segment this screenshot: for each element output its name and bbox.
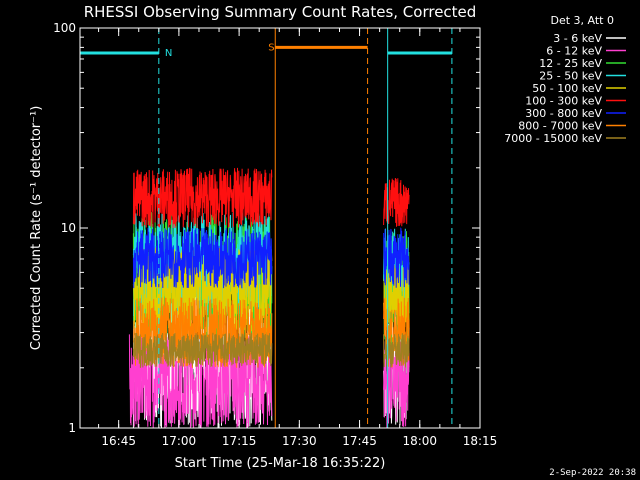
legend-item-label: 300 - 800 keV	[525, 107, 602, 120]
x-tick-label: 16:45	[101, 434, 136, 448]
series-trace-8	[132, 332, 273, 368]
chart-title: RHESSI Observing Summary Count Rates, Co…	[84, 3, 477, 21]
footer-date: 2-Sep-2022 20:38	[549, 468, 636, 478]
legend-item-label: 100 - 300 keV	[525, 95, 602, 108]
x-tick-label: 18:15	[463, 434, 498, 448]
series-trace-6	[132, 227, 273, 289]
legend-item-label: 12 - 25 keV	[539, 57, 602, 70]
x-tick-label: 17:30	[282, 434, 317, 448]
legend-item-label: 3 - 6 keV	[553, 32, 602, 45]
y-tick-label: 10	[61, 221, 76, 235]
legend-item-label: 800 - 7000 keV	[518, 120, 602, 133]
legend-item-label: 7000 - 15000 keV	[504, 132, 602, 145]
y-axis-label: Corrected Count Rate (s⁻¹ detector⁻¹)	[29, 106, 44, 351]
x-axis-label: Start Time (25-Mar-18 16:35:22)	[175, 456, 386, 471]
x-tick-label: 17:15	[222, 434, 257, 448]
night-label: N	[165, 48, 172, 59]
x-tick-label: 17:45	[342, 434, 377, 448]
legend-item-label: 6 - 12 keV	[546, 45, 602, 58]
y-tick-label: 100	[53, 21, 76, 35]
series-trace-5	[132, 167, 273, 229]
axes-layer: 16:45 17:00 17:15 17:30 17:45 18:00 18:15 1 10 10…	[53, 21, 497, 448]
x-tick-label: 17:00	[162, 434, 197, 448]
legend-title: Det 3, Att 0	[551, 14, 615, 27]
legend-item-label: 50 - 100 keV	[532, 82, 602, 95]
y-tick-label: 1	[68, 421, 76, 435]
legend-item-label: 25 - 50 keV	[539, 70, 602, 83]
annotation-layer: NS	[79, 28, 453, 428]
saa-label: S	[268, 42, 274, 53]
series-trace-4	[132, 247, 273, 333]
x-tick-label: 18:00	[402, 434, 437, 448]
